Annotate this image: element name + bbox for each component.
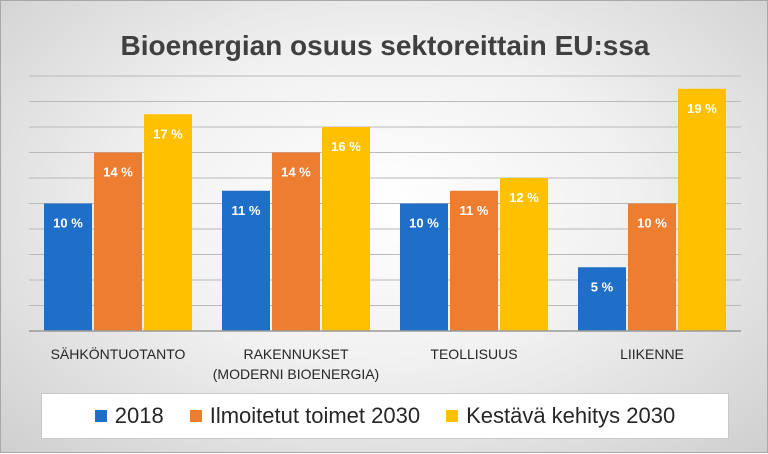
legend-item: Ilmoitetut toimet 2030	[189, 403, 421, 429]
legend-swatch	[94, 410, 107, 422]
bar-value-label: 12 %	[509, 190, 539, 205]
legend-label: Kestävä kehitys 2030	[466, 403, 676, 428]
bar	[500, 178, 548, 331]
bar	[272, 152, 320, 331]
legend-label: 2018	[114, 403, 164, 428]
legend-item: 2018	[94, 403, 164, 429]
chart-title: Bioenergian osuus sektoreittain EU:ssa	[120, 30, 649, 61]
bar-value-label: 17 %	[153, 126, 183, 141]
bar	[628, 203, 676, 331]
bar-value-label: 5 %	[591, 279, 614, 294]
bar	[322, 127, 370, 331]
bar	[678, 88, 726, 331]
bar-value-label: 11 %	[232, 203, 261, 218]
bar-value-label: 19 %	[687, 101, 717, 116]
bar	[44, 203, 92, 331]
bars: 10 % 14 % 17 % 11 % 14 % 16 % 10 % 11 % 12 % 5 % 1…	[44, 88, 726, 331]
bar-value-label: 10 %	[409, 216, 439, 231]
legend: 2018 Ilmoitetut toimet 2030 Kestävä kehity…	[41, 393, 729, 439]
category-label: SÄHKÖNTUOTANTO	[51, 345, 186, 362]
bar-value-label: 16 %	[331, 139, 361, 154]
category-labels: SÄHKÖNTUOTANTO RAKENNUKSET (MODERNI BIOENE…	[51, 345, 684, 382]
bar	[94, 152, 142, 331]
category-label: TEOLLISUUS	[430, 346, 517, 362]
bar-value-label: 10 %	[637, 216, 667, 231]
bar-value-label: 10 %	[53, 216, 83, 231]
legend-swatch	[189, 410, 202, 422]
bar-value-label: 14 %	[281, 165, 311, 180]
category-label: (MODERNI BIOENERGIA)	[213, 366, 379, 382]
category-label: LIIKENNE	[620, 346, 684, 362]
bar	[578, 267, 626, 331]
legend-item: Kestävä kehitys 2030	[446, 403, 675, 429]
bar-value-label: 11 %	[460, 203, 489, 218]
bar	[222, 190, 270, 331]
bar	[400, 203, 448, 331]
bar	[144, 114, 192, 331]
legend-swatch	[446, 410, 459, 422]
legend-label: Ilmoitetut toimet 2030	[209, 403, 421, 428]
category-label: RAKENNUKSET	[243, 346, 348, 362]
bar	[450, 190, 498, 331]
bar-value-label: 14 %	[103, 165, 133, 180]
